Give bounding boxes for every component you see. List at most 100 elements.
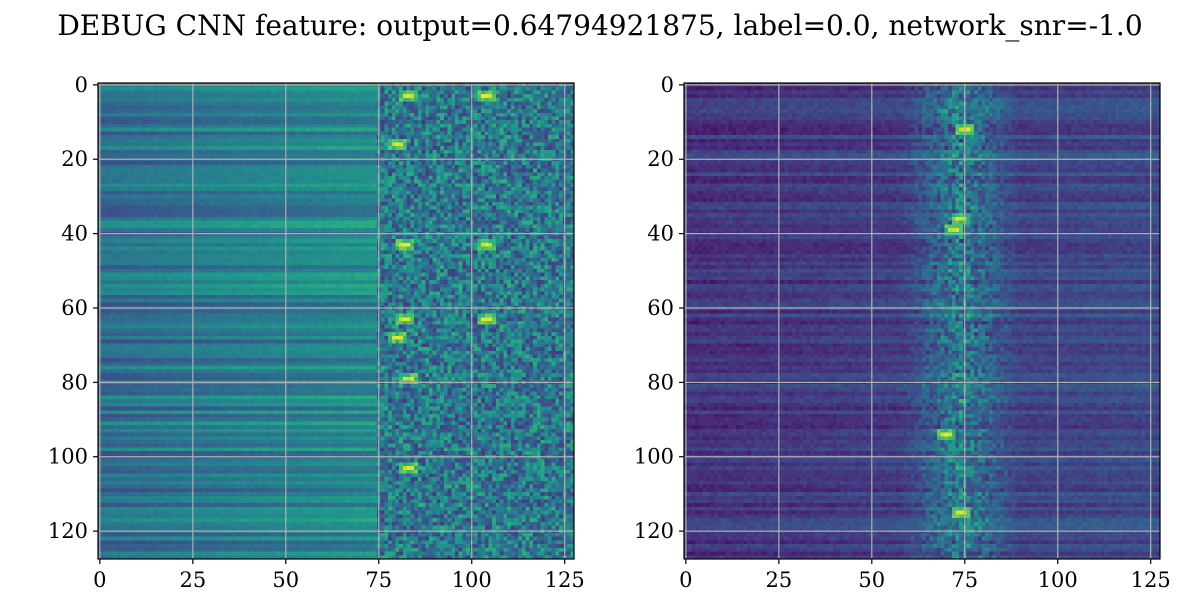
heatmap-cell (243, 131, 247, 135)
heatmap-cell (403, 109, 407, 113)
heatmap-cell (477, 109, 481, 113)
heatmap-cell (407, 221, 411, 225)
heatmap-cell (340, 128, 344, 132)
heatmap-cell (180, 87, 184, 91)
heatmap-cell (507, 131, 511, 135)
heatmap-cell (474, 176, 478, 180)
heatmap-cell (158, 180, 162, 184)
heatmap-cell (488, 116, 492, 120)
heatmap-cell (399, 176, 403, 180)
heatmap-cell (503, 191, 507, 195)
heatmap-cell (440, 94, 444, 98)
heatmap-cell (280, 169, 284, 173)
heatmap-cell (392, 187, 396, 191)
heatmap-cell (533, 128, 537, 132)
heatmap-cell (161, 120, 165, 124)
heatmap-cell (288, 213, 292, 217)
heatmap-cell (555, 206, 559, 210)
heatmap-cell (128, 131, 132, 135)
heatmap-cell (232, 150, 236, 154)
heatmap-cell (518, 183, 522, 187)
heatmap-cell (213, 165, 217, 169)
heatmap-cell (206, 135, 210, 139)
heatmap-cell (317, 90, 321, 94)
heatmap-cell (448, 161, 452, 165)
heatmap-cell (436, 217, 440, 221)
heatmap-cell (544, 187, 548, 191)
heatmap-cell (113, 183, 117, 187)
heatmap-cell (511, 90, 515, 94)
heatmap-cell (109, 169, 113, 173)
heatmap-cell (317, 135, 321, 139)
heatmap-cell (567, 224, 571, 228)
heatmap-cell (552, 202, 556, 206)
heatmap-cell (555, 98, 559, 102)
heatmap-cell (124, 143, 128, 147)
heatmap-cell (418, 124, 422, 128)
heatmap-cell (221, 187, 225, 191)
heatmap-cell (262, 221, 266, 225)
heatmap-cell (567, 120, 571, 124)
heatmap-cell (198, 120, 202, 124)
heatmap-cell (224, 154, 228, 158)
heatmap-cell (254, 217, 258, 221)
heatmap-cell (343, 183, 347, 187)
heatmap-cell (336, 209, 340, 213)
heatmap-cell (355, 202, 359, 206)
heatmap-cell (488, 90, 492, 94)
heatmap-cell (169, 217, 173, 221)
heatmap-cell (429, 180, 433, 184)
heatmap-cell (265, 116, 269, 120)
heatmap-cell (384, 165, 388, 169)
heatmap-cell (143, 131, 147, 135)
heatmap-cell (184, 90, 188, 94)
heatmap-cell (239, 176, 243, 180)
heatmap-cell (355, 113, 359, 117)
heatmap-cell (239, 124, 243, 128)
heatmap-cell (522, 161, 526, 165)
heatmap-cell (518, 98, 522, 102)
heatmap-cell (455, 187, 459, 191)
heatmap-cell (221, 154, 225, 158)
heatmap-cell (567, 180, 571, 184)
heatmap-cell (500, 128, 504, 132)
heatmap-cell (418, 221, 422, 225)
heatmap-cell (232, 206, 236, 210)
heatmap-cell (462, 87, 466, 91)
heatmap-cell (451, 90, 455, 94)
heatmap-cell (299, 102, 303, 106)
heatmap-cell (340, 87, 344, 91)
heatmap-cell (355, 221, 359, 225)
heatmap-cell (288, 102, 292, 106)
heatmap-cell (429, 198, 433, 202)
heatmap-cell (541, 128, 545, 132)
heatmap-cell (206, 116, 210, 120)
heatmap-cell (254, 113, 258, 117)
heatmap-cell (500, 139, 504, 143)
heatmap-cell (366, 180, 370, 184)
heatmap-cell (410, 187, 414, 191)
heatmap-cell (466, 90, 470, 94)
heatmap-cell (224, 198, 228, 202)
heatmap-cell (176, 150, 180, 154)
heatmap-cell (425, 154, 429, 158)
heatmap-cell (418, 198, 422, 202)
heatmap-cell (206, 139, 210, 143)
heatmap-cell (232, 209, 236, 213)
heatmap-cell (500, 116, 504, 120)
heatmap-cell (548, 161, 552, 165)
heatmap-cell (269, 187, 273, 191)
heatmap-cell (418, 135, 422, 139)
heatmap-cell (451, 124, 455, 128)
heatmap-cell (332, 176, 336, 180)
heatmap-cell (317, 221, 321, 225)
heatmap-cell (448, 139, 452, 143)
heatmap-cell (548, 113, 552, 117)
heatmap-cell (236, 116, 240, 120)
heatmap-cell (355, 217, 359, 221)
heatmap-cell (507, 191, 511, 195)
heatmap-cell (187, 224, 191, 228)
heatmap-cell (541, 224, 545, 228)
heatmap-cell (396, 180, 400, 184)
heatmap-cell (488, 105, 492, 109)
